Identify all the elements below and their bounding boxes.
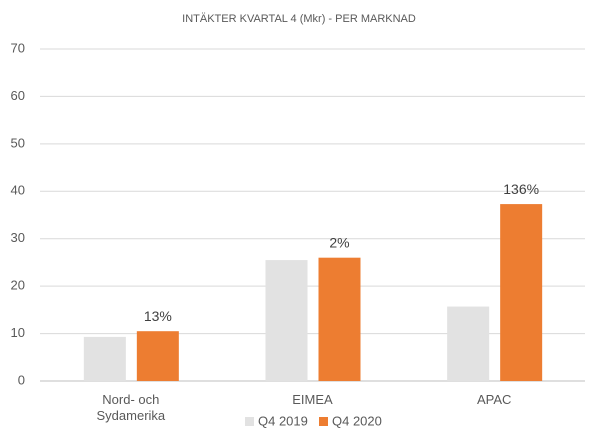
bar [447,306,490,381]
y-tick-label: 70 [11,40,25,55]
y-tick-label: 40 [11,183,25,198]
y-tick-label: 60 [11,88,25,103]
bar [500,204,543,381]
bar [136,331,179,381]
y-tick-label: 0 [18,372,25,387]
y-tick-label: 30 [11,230,25,245]
chart-title: INTÄKTER KVARTAL 4 (Mkr) - PER MARKNAD [182,13,416,25]
annotation: 136% [503,181,539,197]
x-tick-label: Nord- och Sydamerika [96,392,166,423]
legend-label: Q4 2019 [258,413,308,428]
bar [83,336,126,381]
x-tick-label: APAC [476,392,512,407]
annotation: 2% [329,234,349,250]
y-tick-label: 20 [11,278,25,293]
y-tick-label: 50 [11,135,25,150]
bar [318,257,361,381]
bar [265,260,308,381]
y-tick-label: 10 [11,325,25,340]
x-tick-label: EIMEA [292,392,333,407]
legend-swatch [319,417,328,426]
legend-swatch [245,417,254,426]
annotation: 13% [144,308,172,324]
legend-label: Q4 2020 [332,413,382,428]
